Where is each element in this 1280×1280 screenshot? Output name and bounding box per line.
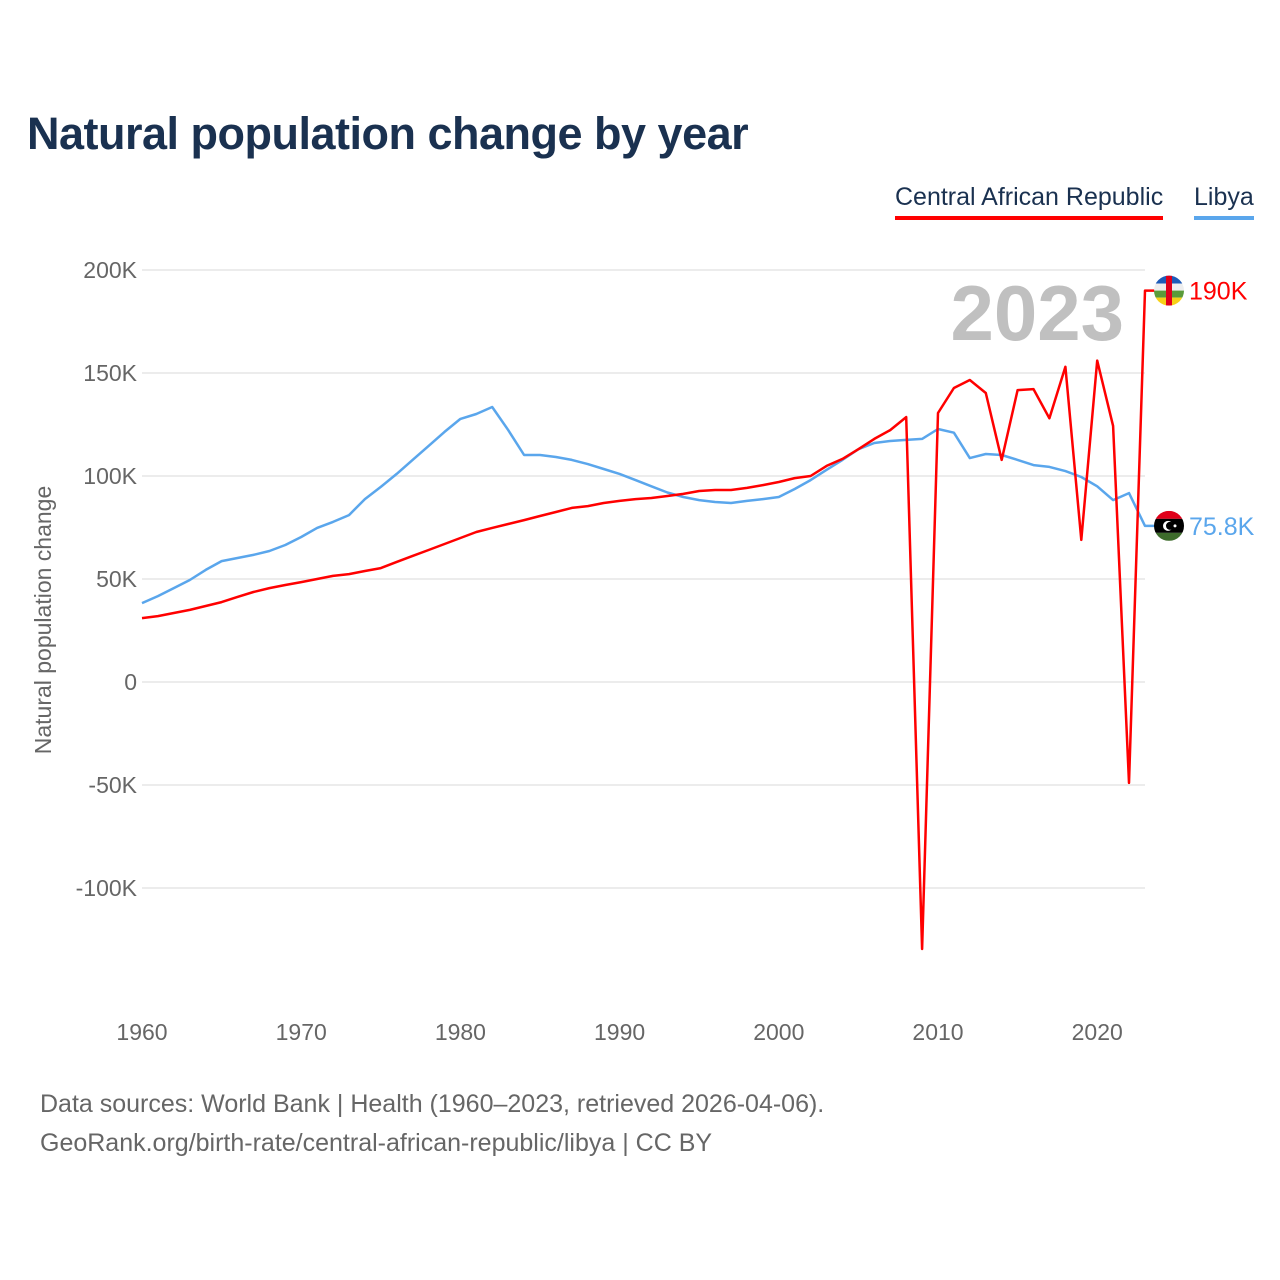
y-tick-label: -100K (76, 875, 138, 901)
x-tick-label: 1990 (594, 1019, 645, 1045)
x-tick-label: 1980 (435, 1019, 486, 1045)
y-tick-label: 150K (83, 360, 137, 386)
y-axis-label: Natural population change (30, 486, 56, 755)
y-tick-label: -50K (88, 772, 137, 798)
x-tick-label: 2020 (1072, 1019, 1123, 1045)
end-value-label: 190K (1189, 278, 1248, 306)
year-watermark: 2023 (950, 269, 1124, 357)
x-tick-label: 2010 (912, 1019, 963, 1045)
y-tick-label: 50K (96, 566, 138, 592)
series-line-central-african-republic (141, 289, 1155, 951)
chart-title: Natural population change by year (27, 108, 749, 159)
end-value-label: 75.8K (1189, 513, 1255, 541)
x-tick-label: 2000 (753, 1019, 804, 1045)
footer-source: Data sources: World Bank | Health (1960–… (40, 1090, 825, 1118)
footer: Data sources: World Bank | Health (1960–… (40, 1085, 824, 1163)
central-african-republic-flag-icon (1154, 275, 1184, 306)
x-tick-label: 1960 (116, 1019, 167, 1045)
x-tick-label: 1970 (276, 1019, 327, 1045)
y-tick-label: 100K (83, 463, 137, 489)
libya-flag-icon (1154, 510, 1184, 541)
series-line-libya (141, 405, 1155, 605)
y-tick-label: 200K (83, 257, 137, 283)
y-tick-label: 0 (124, 669, 137, 695)
footer-link[interactable]: GeoRank.org/birth-rate/central-african-r… (40, 1129, 713, 1157)
legend-item-libya[interactable]: Libya (1194, 183, 1254, 220)
legend-item-central-african-republic[interactable]: Central African Republic (895, 183, 1164, 220)
